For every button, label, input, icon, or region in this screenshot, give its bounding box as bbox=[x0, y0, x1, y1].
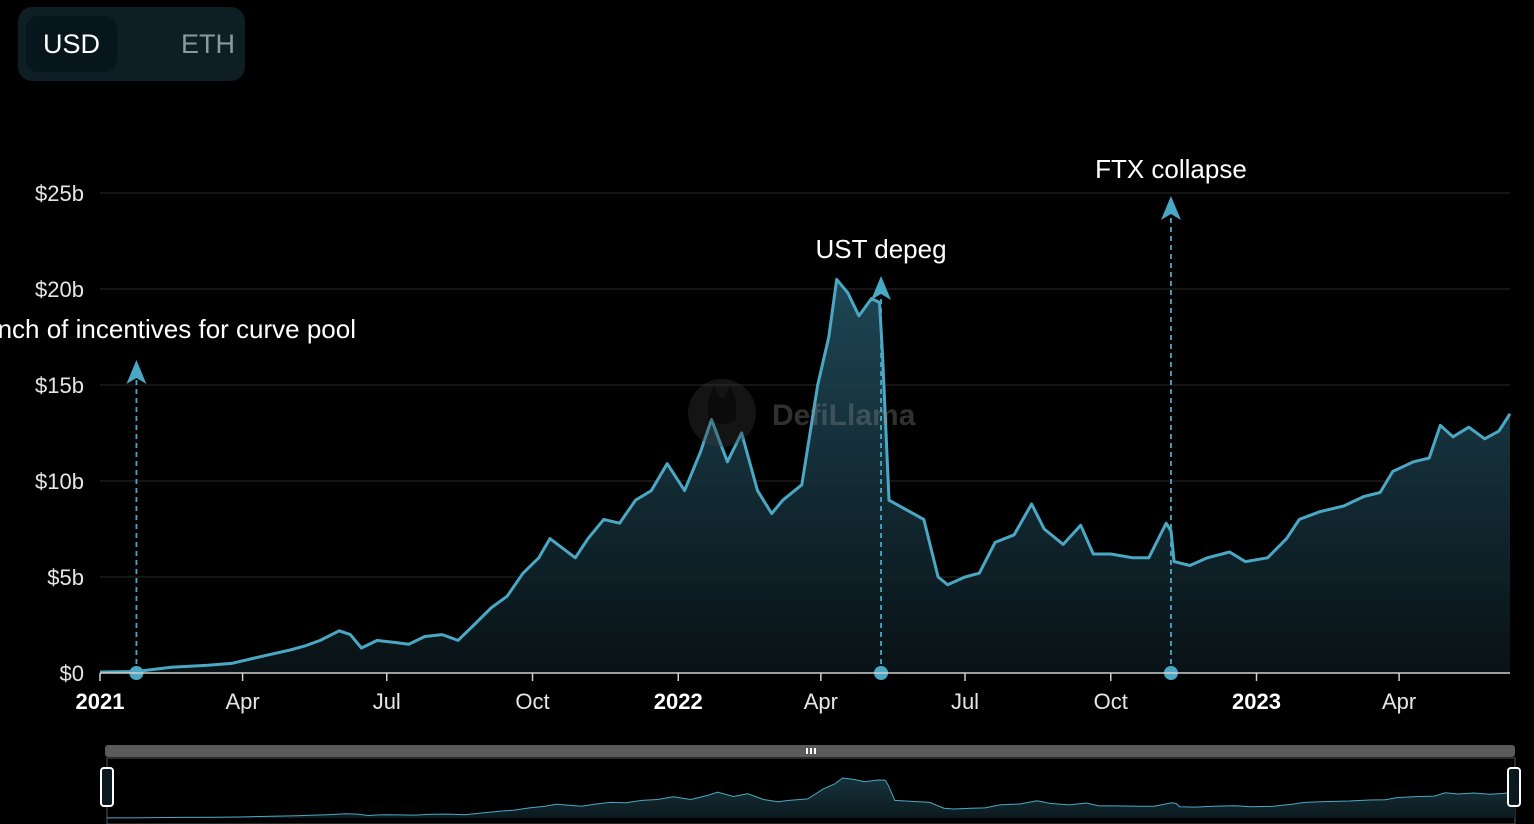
range-brush[interactable] bbox=[100, 745, 1521, 824]
x-tick-label: Apr bbox=[225, 689, 259, 714]
mini-chart bbox=[106, 777, 1516, 819]
y-tick-label: $15b bbox=[35, 373, 84, 398]
y-tick-label: $25b bbox=[35, 181, 84, 206]
axes: $0 $5b $10b $15b $20b $25b 2021 Apr Jul Oct 2022 Ap… bbox=[35, 181, 1510, 714]
x-tick-label: Jul bbox=[373, 689, 401, 714]
currency-toggle: USD ETH bbox=[18, 7, 245, 81]
annotation-label: UST depeg bbox=[816, 234, 947, 264]
watermark-text: DefiLlama bbox=[772, 399, 916, 432]
y-tick-label: $10b bbox=[35, 469, 84, 494]
brush-handle-left[interactable] bbox=[100, 767, 114, 807]
y-tick-label: $20b bbox=[35, 277, 84, 302]
series-area bbox=[100, 279, 1510, 673]
area-layer bbox=[99, 277, 1512, 674]
x-tick-label: Apr bbox=[1382, 689, 1416, 714]
x-tick-label: 2022 bbox=[654, 689, 703, 714]
annotation-label: Launch of incentives for curve pool bbox=[0, 314, 356, 344]
annotation-arrow-icon bbox=[126, 360, 147, 384]
brush-grip-icon[interactable] bbox=[806, 748, 816, 754]
x-tick-label: 2021 bbox=[76, 689, 125, 714]
mini-area bbox=[107, 778, 1515, 818]
annotation-arrow-icon bbox=[1160, 196, 1181, 220]
watermark: DefiLlama bbox=[688, 379, 916, 447]
y-tick-label: $5b bbox=[47, 565, 84, 590]
annotation-arrow-icon bbox=[871, 276, 892, 300]
annotation-label: FTX collapse bbox=[1095, 154, 1247, 184]
x-tick-label: Jul bbox=[951, 689, 979, 714]
currency-option-eth[interactable]: ETH bbox=[181, 29, 235, 59]
annotations: Launch of incentives for curve pool UST d… bbox=[0, 154, 1247, 680]
currency-option-usd[interactable]: USD bbox=[26, 16, 117, 72]
x-tick-label: Oct bbox=[1094, 689, 1128, 714]
llama-head-icon bbox=[708, 386, 736, 424]
x-tick-label: Apr bbox=[804, 689, 838, 714]
x-tick-label: Oct bbox=[515, 689, 549, 714]
y-tick-label: $0 bbox=[60, 661, 84, 686]
llama-logo-icon bbox=[688, 379, 756, 447]
x-tick-label: 2023 bbox=[1232, 689, 1281, 714]
mini-line bbox=[106, 777, 1516, 819]
series-line bbox=[99, 277, 1512, 674]
brush-handle-right[interactable] bbox=[1507, 767, 1521, 807]
